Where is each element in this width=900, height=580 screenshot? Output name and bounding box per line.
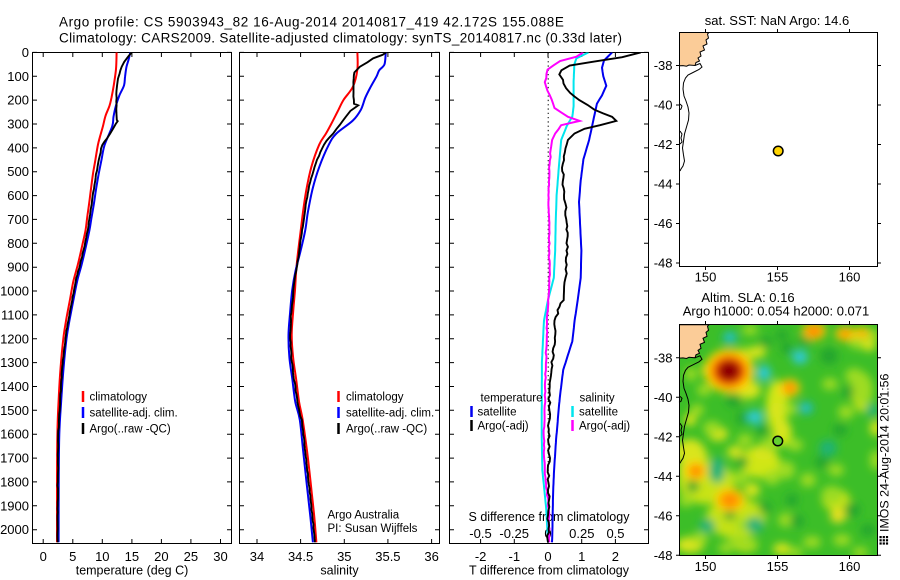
svg-text:Argo(-adj): Argo(-adj) [478, 421, 529, 433]
svg-text:35.5: 35.5 [375, 549, 400, 564]
svg-text:salinity: salinity [320, 564, 359, 578]
svg-text:10: 10 [95, 549, 109, 564]
svg-text:25: 25 [184, 549, 198, 564]
svg-text:climatology: climatology [90, 392, 148, 404]
svg-text:5: 5 [69, 549, 76, 564]
svg-text:-38: -38 [654, 350, 673, 365]
svg-text:IMOS 24-Aug-2014 20:01:56: IMOS 24-Aug-2014 20:01:56 [878, 373, 892, 532]
svg-text:1400: 1400 [0, 379, 29, 394]
svg-text:-46: -46 [654, 508, 673, 523]
svg-text:satellite: satellite [478, 407, 517, 419]
svg-text:800: 800 [7, 236, 29, 251]
svg-text:155: 155 [767, 270, 789, 285]
svg-text:160: 160 [839, 559, 861, 574]
svg-text:0: 0 [544, 549, 551, 564]
svg-text:Climatology: CARS2009. Satelli: Climatology: CARS2009. Satellite-adjuste… [59, 31, 622, 46]
svg-text:34: 34 [250, 549, 264, 564]
svg-text:700: 700 [7, 212, 29, 227]
svg-text:Argo h1000: 0.054 h2000: 0.071: Argo h1000: 0.054 h2000: 0.071 [683, 304, 870, 319]
svg-text:1600: 1600 [0, 427, 29, 442]
svg-text:30: 30 [213, 549, 227, 564]
svg-text:0.5: 0.5 [606, 526, 624, 541]
svg-text:-1: -1 [509, 549, 521, 564]
svg-text:-0.5: -0.5 [469, 526, 491, 541]
svg-text:Argo(-adj): Argo(-adj) [579, 421, 630, 433]
svg-text:-46: -46 [654, 216, 673, 231]
svg-text:300: 300 [7, 117, 29, 132]
svg-text:-38: -38 [654, 58, 673, 73]
svg-text:1000: 1000 [0, 284, 29, 299]
svg-text:1300: 1300 [0, 355, 29, 370]
svg-text:36: 36 [424, 549, 438, 564]
svg-text:1: 1 [578, 549, 585, 564]
svg-text:Argo(..raw -QC): Argo(..raw -QC) [346, 424, 427, 436]
svg-text:Argo(..raw -QC): Argo(..raw -QC) [90, 424, 171, 436]
svg-text:200: 200 [7, 93, 29, 108]
svg-text:salinity: salinity [580, 393, 615, 405]
svg-text:-40: -40 [654, 390, 673, 405]
svg-text:-48: -48 [654, 256, 673, 271]
svg-text:-0.25: -0.25 [499, 526, 529, 541]
svg-text:Argo profile: CS 5903943_82 16: Argo profile: CS 5903943_82 16-Aug-2014 … [59, 15, 564, 30]
svg-text:2: 2 [612, 549, 619, 564]
svg-text:600: 600 [7, 188, 29, 203]
svg-text:35: 35 [337, 549, 351, 564]
svg-text:34.5: 34.5 [288, 549, 313, 564]
svg-text:1900: 1900 [0, 498, 29, 513]
svg-text:150: 150 [695, 559, 717, 574]
svg-text:Argo Australia: Argo Australia [328, 510, 400, 522]
svg-text:T difference from climatology: T difference from climatology [469, 564, 630, 578]
svg-text:-44: -44 [654, 177, 673, 192]
svg-text:400: 400 [7, 140, 29, 155]
svg-text:satellite: satellite [579, 407, 618, 419]
svg-text:1800: 1800 [0, 474, 29, 489]
svg-text:0: 0 [40, 549, 47, 564]
svg-text:Altim. SLA: 0.16: Altim. SLA: 0.16 [701, 290, 794, 305]
svg-text:150: 150 [695, 270, 717, 285]
svg-text:-42: -42 [654, 429, 673, 444]
svg-text:temperature: temperature [481, 393, 543, 405]
svg-text:0: 0 [22, 45, 29, 60]
svg-text:1500: 1500 [0, 403, 29, 418]
svg-text:sat. SST: NaN Argo: 14.6: sat. SST: NaN Argo: 14.6 [705, 13, 850, 28]
svg-text:2000: 2000 [0, 522, 29, 537]
svg-text:-2: -2 [475, 549, 487, 564]
svg-text:satellite-adj. clim.: satellite-adj. clim. [90, 408, 178, 420]
svg-text:20: 20 [154, 549, 168, 564]
svg-text:160: 160 [839, 270, 861, 285]
svg-text:PI: Susan Wijffels: PI: Susan Wijffels [328, 523, 418, 535]
svg-text:temperature (deg C): temperature (deg C) [76, 564, 189, 578]
svg-text:1200: 1200 [0, 331, 29, 346]
svg-text:-40: -40 [654, 98, 673, 113]
svg-text:100: 100 [7, 69, 29, 84]
svg-text:0.25: 0.25 [569, 526, 594, 541]
svg-text:900: 900 [7, 260, 29, 275]
svg-text:1700: 1700 [0, 451, 29, 466]
svg-text:155: 155 [767, 559, 789, 574]
svg-text:-44: -44 [654, 469, 673, 484]
svg-text:1100: 1100 [1, 307, 29, 322]
svg-text:15: 15 [125, 549, 139, 564]
svg-text:satellite-adj. clim.: satellite-adj. clim. [346, 408, 434, 420]
svg-text:-42: -42 [654, 137, 673, 152]
svg-text:500: 500 [7, 164, 29, 179]
svg-text:climatology: climatology [346, 392, 404, 404]
svg-text:-48: -48 [654, 548, 673, 563]
